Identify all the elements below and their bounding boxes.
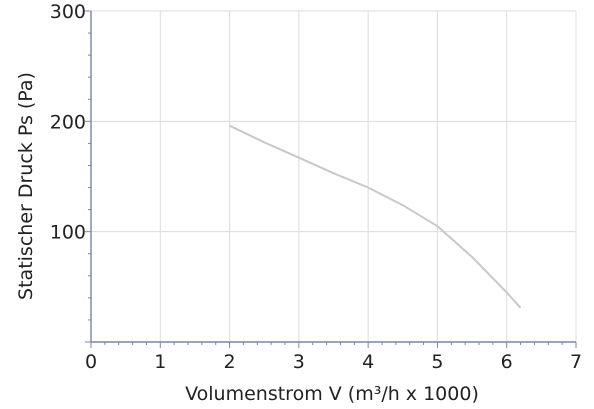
axes [85,10,577,348]
x-tick-label-1: 1 [154,351,166,373]
y-axis-title: Statischer Druck Ps (Pa) [15,72,37,300]
tick-labels: 0 1 2 3 4 5 6 7 100 200 300 [50,1,582,373]
x-tick-label-7: 7 [570,351,582,373]
x-tick-label-4: 4 [362,351,374,373]
y-tick-label-300: 300 [50,1,86,23]
x-tick-label-0: 0 [85,351,97,373]
x-tick-label-6: 6 [501,351,513,373]
x-tick-label-2: 2 [224,351,236,373]
y-tick-label-200: 200 [50,111,86,133]
x-axis-title: Volumenstrom V (m³/h x 1000) [185,383,479,405]
x-tick-label-5: 5 [431,351,443,373]
series-line-0 [229,124,522,309]
y-tick-label-100: 100 [50,222,86,244]
series-layer [229,124,522,309]
x-tick-label-3: 3 [293,351,305,373]
grid [90,10,577,342]
